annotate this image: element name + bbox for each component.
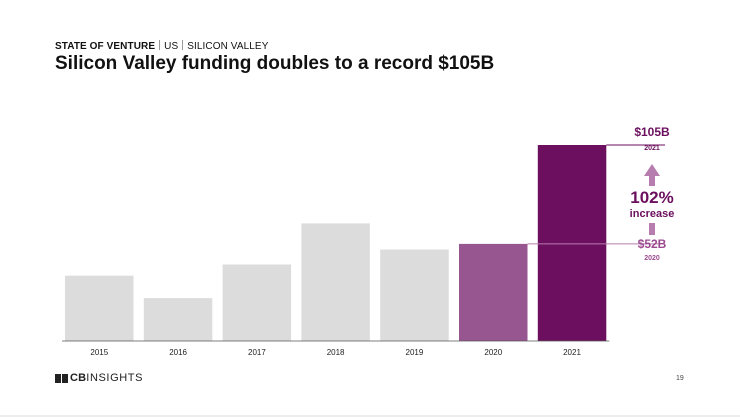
value-label-2020: $52B	[638, 237, 667, 251]
bar-2016	[143, 298, 213, 341]
logo-text-insights: INSIGHTS	[86, 372, 144, 384]
x-tick-label: 2018	[327, 348, 345, 357]
bar-2019	[380, 249, 449, 341]
breadcrumb: STATE OF VENTURE US SILICON VALLEY	[55, 40, 268, 52]
bar-2017	[222, 264, 292, 341]
arrow-tail	[649, 223, 655, 235]
breadcrumb-region: US	[164, 41, 179, 52]
growth-annotation: $105B 2021 102% increase $52B 2020	[527, 125, 675, 262]
growth-label: increase	[630, 208, 675, 220]
bar-2021	[537, 145, 607, 341]
breadcrumb-section: STATE OF VENTURE	[55, 41, 156, 52]
x-tick-label: 2021	[563, 348, 581, 357]
bar-2020	[459, 243, 528, 341]
arrow-shaft	[649, 176, 655, 186]
breadcrumb-divider	[182, 40, 184, 50]
arrow-up-icon	[644, 164, 660, 176]
cb-logo-icon	[55, 373, 68, 383]
brand-logo: CB INSIGHTS	[55, 372, 143, 384]
x-tick-label: 2020	[484, 348, 502, 357]
year-label-2020: 2020	[644, 255, 660, 262]
page-number: 19	[676, 375, 684, 382]
x-tick-label: 2017	[248, 348, 266, 357]
x-tick-label: 2019	[406, 348, 424, 357]
value-label-2021: $105B	[634, 125, 670, 139]
breadcrumb-divider	[159, 40, 161, 50]
bar-2018	[301, 223, 370, 341]
x-tick-labels: 2015 2016 2017 2018 2019 2020 2021	[90, 348, 581, 357]
x-tick-label: 2015	[90, 348, 108, 357]
year-label-2021: 2021	[644, 145, 660, 152]
logo-text-cb: CB	[70, 372, 87, 384]
page-title: Silicon Valley funding doubles to a reco…	[55, 53, 495, 74]
growth-percent: 102%	[630, 188, 673, 207]
bars-group	[65, 145, 607, 341]
bar-2015	[65, 275, 134, 341]
bottom-divider	[0, 415, 740, 417]
x-tick-label: 2016	[169, 348, 187, 357]
breadcrumb-subregion: SILICON VALLEY	[187, 41, 269, 52]
